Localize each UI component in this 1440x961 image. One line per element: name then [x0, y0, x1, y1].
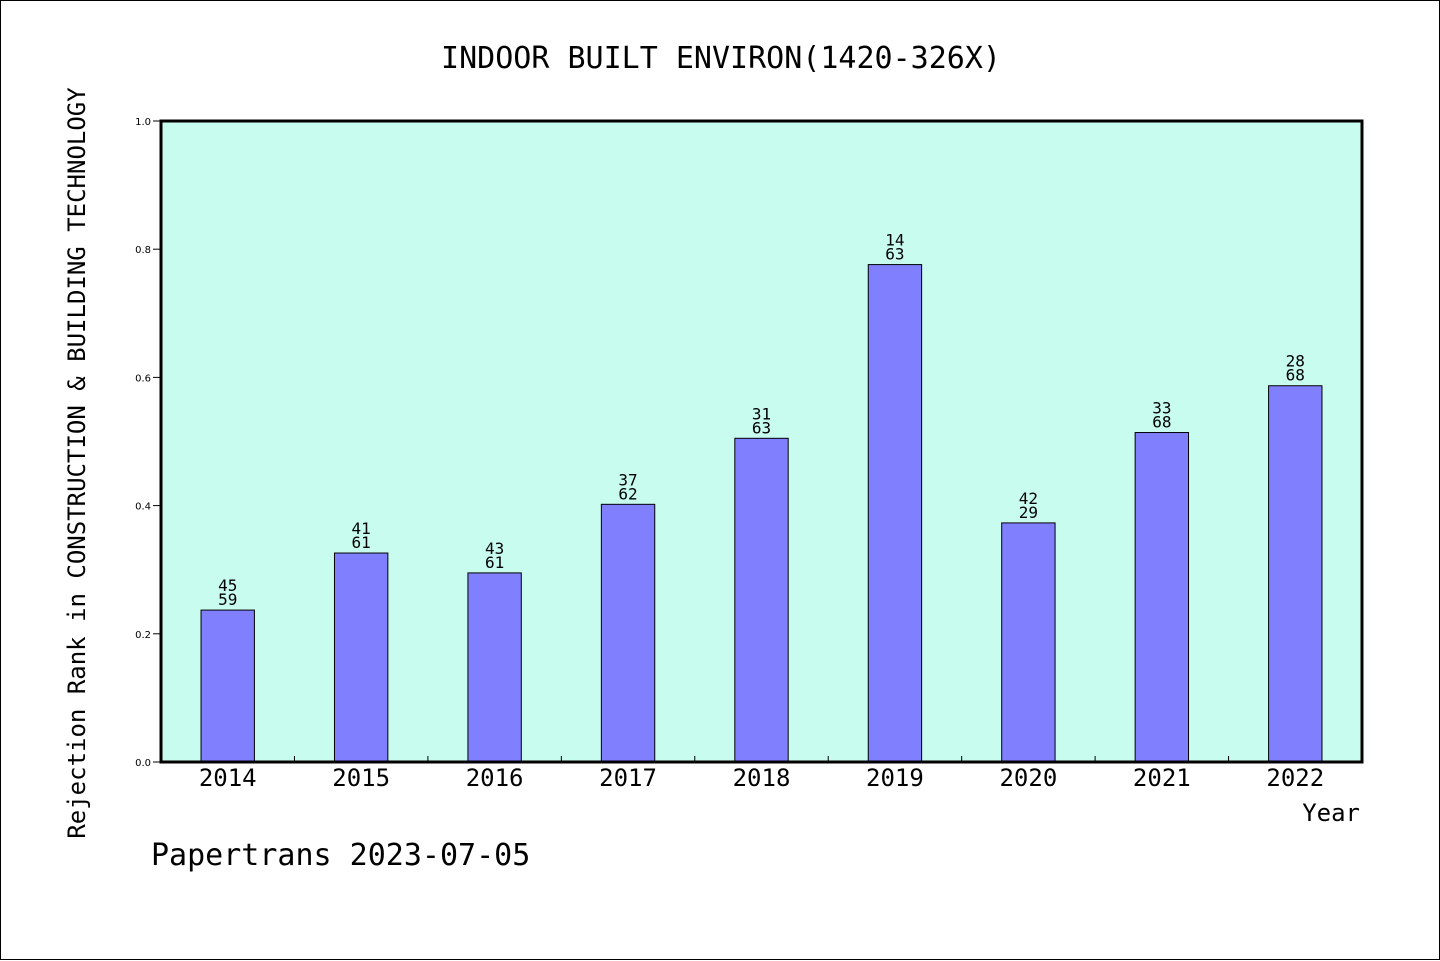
- x-tick-label: 2022: [1266, 764, 1324, 792]
- x-axis-label: Year: [1302, 799, 1360, 827]
- data-label-bottom: 61: [352, 533, 371, 552]
- x-tick-label: 2014: [199, 764, 257, 792]
- data-label-bottom: 61: [485, 553, 504, 572]
- data-label-top: 31: [752, 404, 771, 423]
- bar-2017: [600, 503, 656, 763]
- data-label-bottom: 68: [1152, 413, 1171, 432]
- data-label-bottom: 62: [618, 484, 637, 503]
- x-tick-label: 2017: [599, 764, 657, 792]
- bar-2019: [867, 264, 923, 763]
- bar-2021: [1134, 432, 1190, 763]
- data-label-top: 41: [352, 519, 371, 538]
- y-tick-label: 0.4: [135, 502, 151, 513]
- chart-title: INDOOR BUILT ENVIRON(1420-326X): [441, 41, 1001, 76]
- bar-2015: [333, 552, 389, 763]
- y-tick-label: 1.0: [135, 117, 151, 128]
- data-label-top: 14: [885, 231, 904, 250]
- data-label-top: 43: [485, 539, 504, 558]
- y-tick-label: 0.8: [135, 245, 151, 256]
- y-axis-label: Rejection Rank in CONSTRUCTION & BUILDIN…: [63, 87, 91, 839]
- x-tick-label: 2020: [999, 764, 1057, 792]
- y-axis-ticks: 0.0 0.2 0.4 0.6 0.8 1.0: [135, 117, 161, 769]
- data-label-bottom: 68: [1286, 366, 1305, 385]
- data-label-top: 42: [1019, 489, 1038, 508]
- x-tick-label: 2018: [733, 764, 791, 792]
- bar-2018: [734, 437, 789, 763]
- y-tick-label: 0.6: [135, 373, 151, 384]
- data-label-top: 45: [218, 576, 237, 595]
- x-tick-label: 2019: [866, 764, 924, 792]
- data-label-top: 28: [1286, 352, 1305, 371]
- x-axis-ticks: 2014 2015 2016 2017 2018 2019 2020 2021 2022: [199, 756, 1324, 792]
- y-tick-label: 0.0: [135, 758, 151, 769]
- x-tick-label: 2021: [1133, 764, 1191, 792]
- data-label-bottom: 63: [752, 418, 771, 437]
- data-label-bottom: 59: [218, 590, 237, 609]
- plot-border: [159, 119, 1364, 764]
- footer-text: Papertrans 2023-07-05: [151, 838, 530, 873]
- data-label-top: 37: [618, 470, 637, 489]
- bar-2014: [200, 609, 255, 763]
- bars: [200, 264, 1323, 763]
- bar-2022: [1268, 385, 1323, 763]
- x-tick-label: 2015: [332, 764, 390, 792]
- data-label-bottom: 29: [1019, 503, 1038, 522]
- bar-2020: [1001, 522, 1056, 763]
- y-tick-label: 0.2: [135, 630, 151, 641]
- bar-2016: [467, 572, 522, 763]
- data-label-bottom: 63: [885, 245, 904, 264]
- data-label-top: 33: [1152, 399, 1171, 418]
- x-tick-label: 2016: [466, 764, 524, 792]
